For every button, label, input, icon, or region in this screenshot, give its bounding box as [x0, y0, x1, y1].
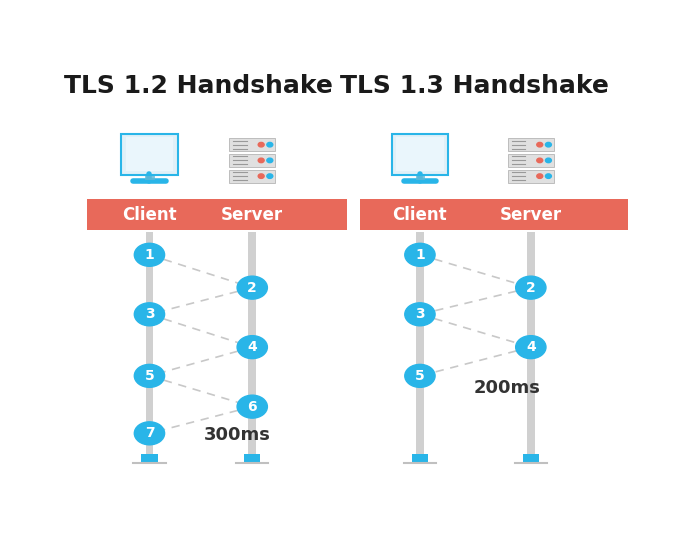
Circle shape [405, 243, 435, 266]
FancyBboxPatch shape [527, 232, 535, 454]
Circle shape [258, 174, 264, 179]
Circle shape [405, 303, 435, 326]
FancyBboxPatch shape [248, 232, 256, 454]
Text: 6: 6 [247, 400, 257, 414]
Text: 300ms: 300ms [204, 426, 270, 445]
Circle shape [237, 276, 267, 299]
FancyBboxPatch shape [229, 154, 275, 167]
FancyBboxPatch shape [126, 137, 173, 171]
Circle shape [134, 243, 165, 266]
Circle shape [134, 422, 165, 445]
Text: 3: 3 [144, 308, 154, 321]
FancyBboxPatch shape [416, 232, 424, 454]
Circle shape [237, 336, 267, 359]
Circle shape [516, 276, 546, 299]
FancyBboxPatch shape [87, 199, 347, 230]
Circle shape [545, 174, 551, 179]
Circle shape [545, 158, 551, 163]
Text: TLS 1.2 Handshake: TLS 1.2 Handshake [64, 74, 332, 98]
FancyBboxPatch shape [360, 199, 628, 230]
Text: 3: 3 [415, 308, 425, 321]
Text: 1: 1 [144, 248, 154, 262]
FancyBboxPatch shape [229, 169, 275, 183]
FancyBboxPatch shape [141, 454, 158, 463]
FancyBboxPatch shape [508, 154, 554, 167]
Circle shape [537, 158, 543, 163]
Text: 2: 2 [526, 281, 535, 295]
Circle shape [267, 158, 273, 163]
Circle shape [537, 174, 543, 179]
Circle shape [134, 365, 165, 387]
FancyBboxPatch shape [146, 232, 154, 454]
FancyBboxPatch shape [396, 137, 444, 171]
Text: Client: Client [392, 206, 447, 224]
FancyBboxPatch shape [392, 134, 448, 175]
Text: 2: 2 [247, 281, 257, 295]
Circle shape [237, 395, 267, 418]
Circle shape [134, 303, 165, 326]
FancyBboxPatch shape [508, 169, 554, 183]
Circle shape [545, 142, 551, 147]
Circle shape [267, 174, 273, 179]
Text: 4: 4 [247, 340, 257, 354]
Circle shape [258, 158, 264, 163]
Text: 1: 1 [415, 248, 425, 262]
FancyBboxPatch shape [121, 134, 177, 175]
Text: Server: Server [500, 206, 562, 224]
Circle shape [258, 142, 264, 147]
Circle shape [267, 142, 273, 147]
Text: TLS 1.3 Handshake: TLS 1.3 Handshake [340, 74, 609, 98]
Text: 7: 7 [144, 426, 154, 440]
Text: Server: Server [221, 206, 283, 224]
FancyBboxPatch shape [412, 454, 428, 463]
Text: Client: Client [122, 206, 177, 224]
FancyBboxPatch shape [229, 138, 275, 151]
FancyBboxPatch shape [508, 138, 554, 151]
Text: 5: 5 [415, 369, 425, 383]
FancyBboxPatch shape [523, 454, 539, 463]
Text: 200ms: 200ms [474, 379, 541, 397]
Circle shape [516, 336, 546, 359]
Text: 4: 4 [526, 340, 535, 354]
Circle shape [405, 365, 435, 387]
FancyBboxPatch shape [244, 454, 260, 463]
Circle shape [537, 142, 543, 147]
Text: 5: 5 [144, 369, 154, 383]
